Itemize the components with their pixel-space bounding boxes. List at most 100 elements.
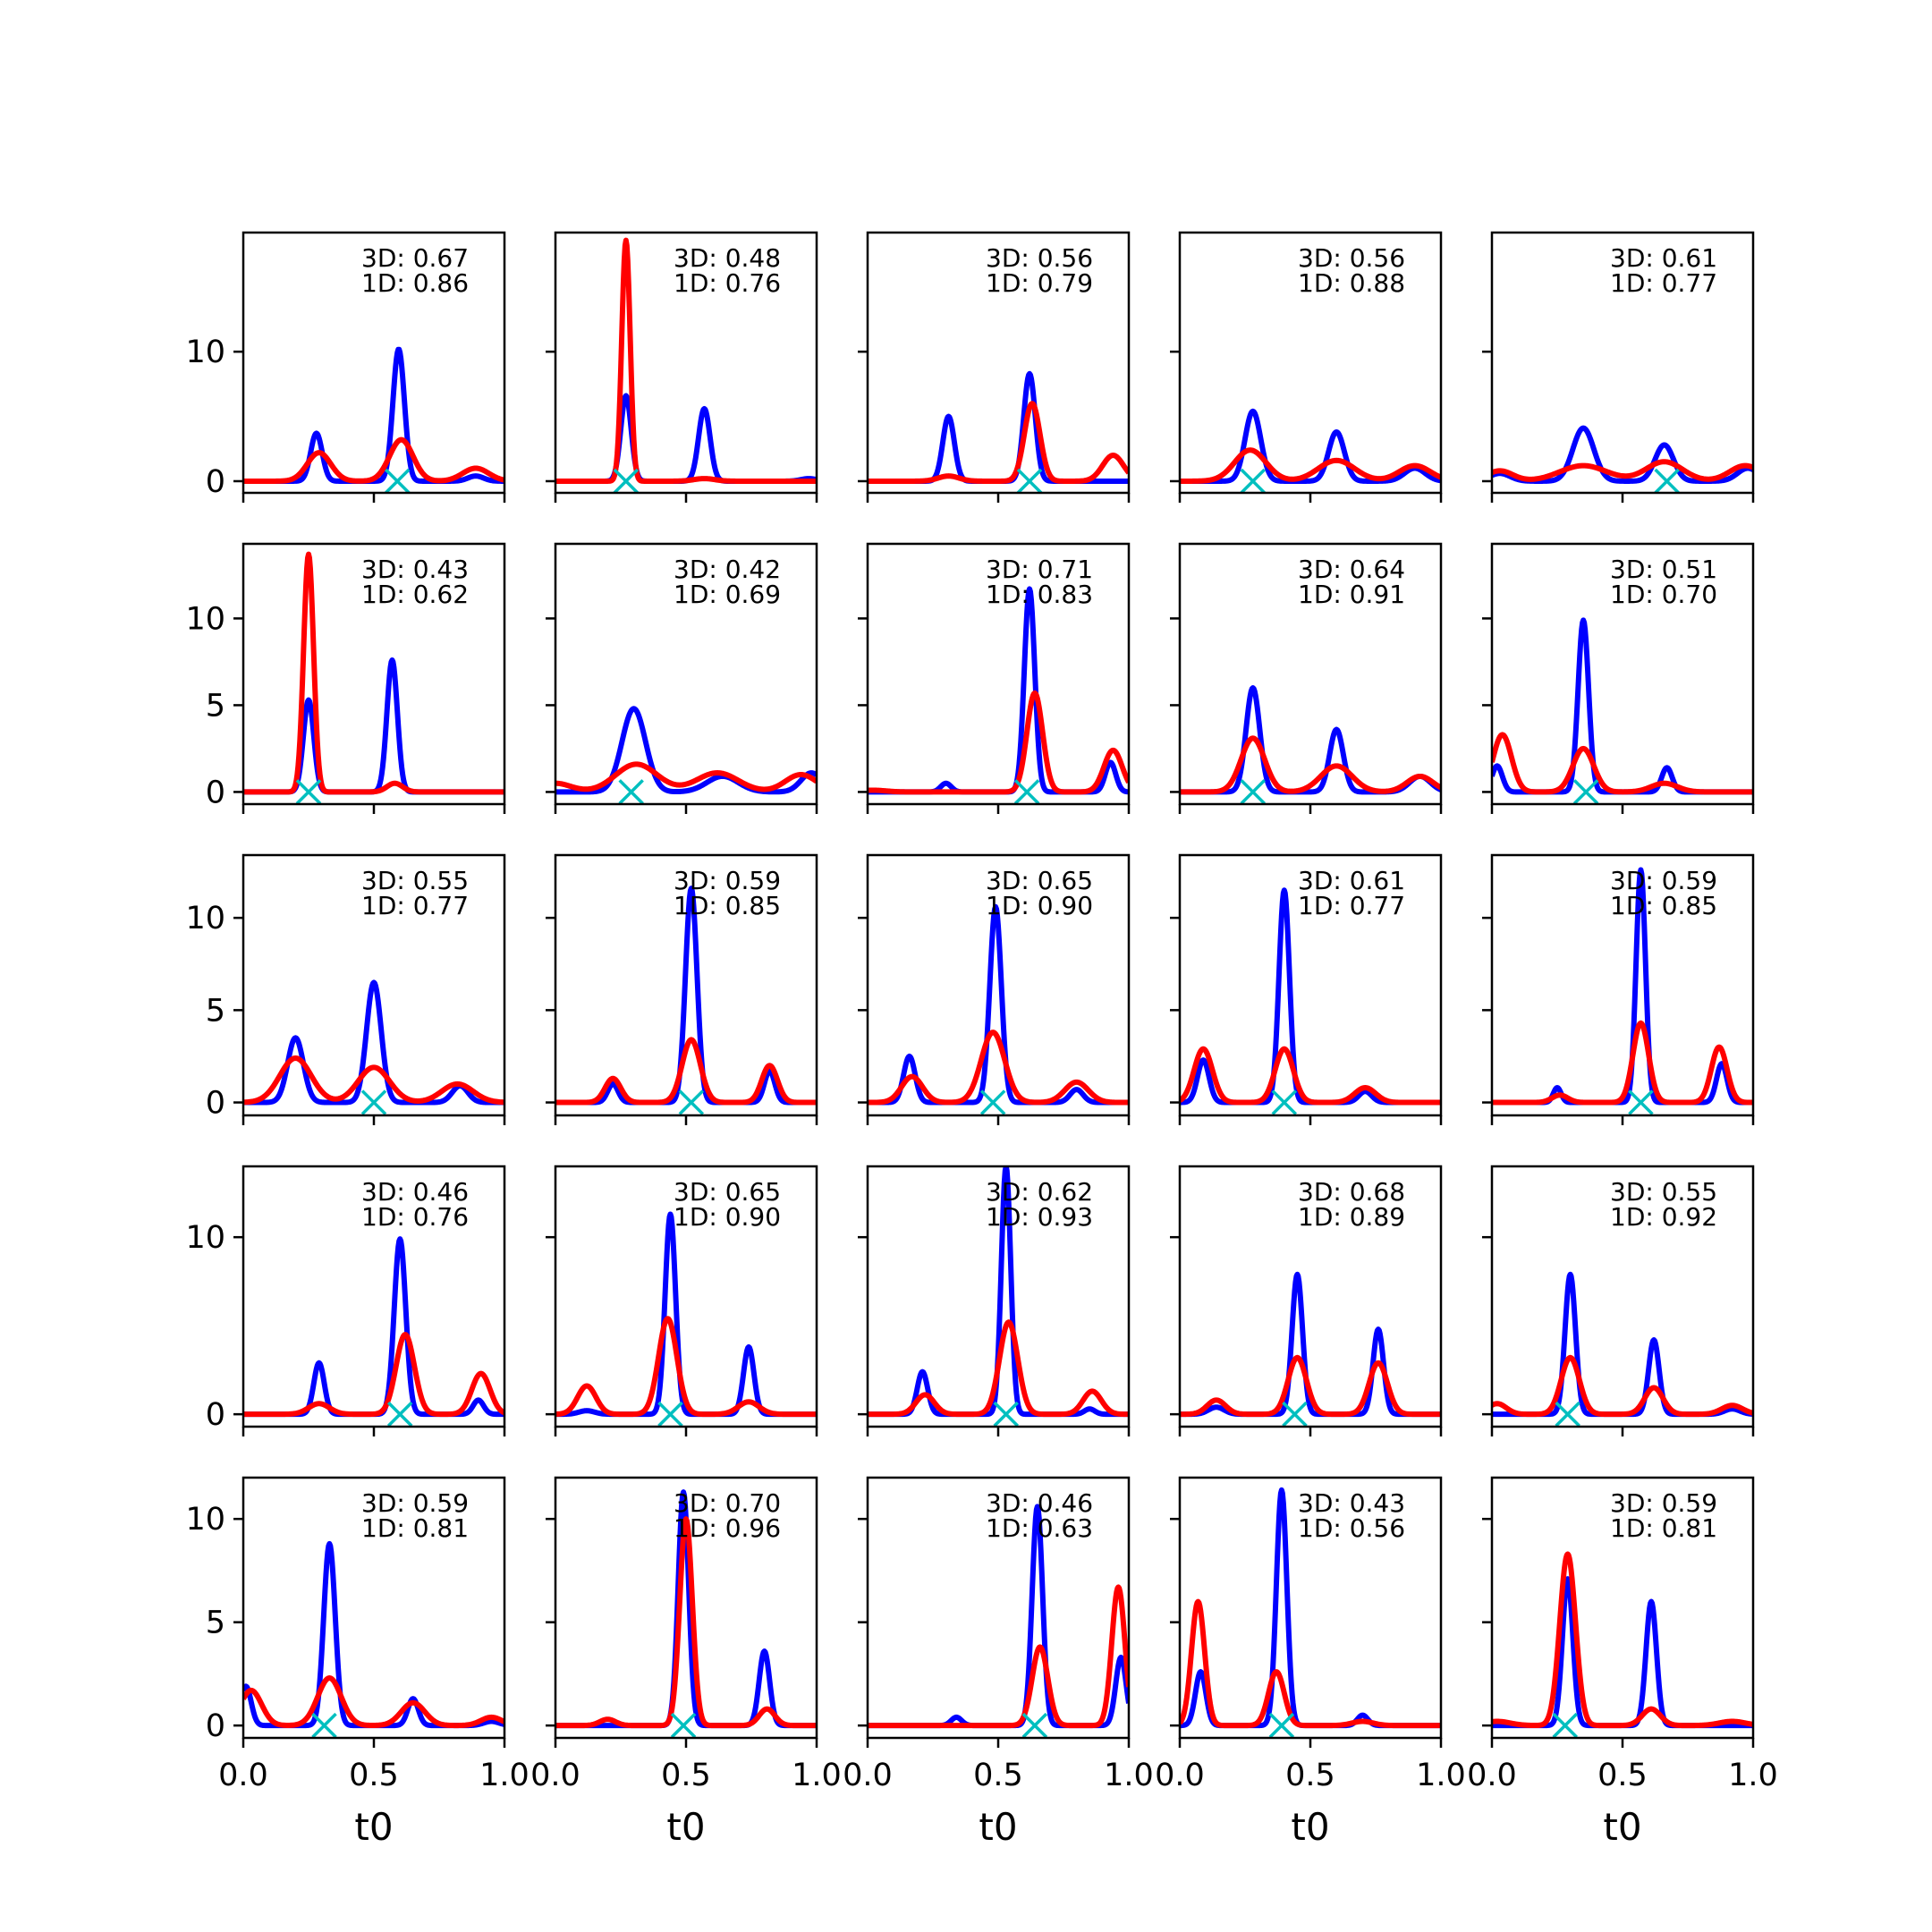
score-1d-label: 1D: 0.81 [361, 1513, 469, 1543]
x-marker [386, 1401, 413, 1427]
score-1d-label: 1D: 0.90 [986, 891, 1093, 920]
score-1d-label: 1D: 0.96 [674, 1513, 781, 1543]
red-series-line [1180, 447, 1441, 484]
red-series-line [1180, 735, 1441, 795]
x-tick-label: 0.5 [349, 1758, 399, 1793]
red-series-line [243, 436, 504, 484]
x-marker [1654, 468, 1680, 493]
x-marker [1016, 468, 1043, 493]
plot-area [1180, 685, 1441, 804]
plot-area [1492, 1551, 1753, 1738]
plot-area [868, 370, 1129, 493]
x-tick-label: 1.0 [479, 1758, 530, 1793]
score-3d-label: 3D: 0.55 [361, 866, 469, 895]
score-3d-label: 3D: 0.59 [361, 1488, 469, 1518]
plot-area [555, 886, 817, 1115]
red-series-line [1180, 1598, 1441, 1729]
x-marker [993, 1401, 1019, 1427]
x-marker [1271, 1089, 1298, 1115]
x-marker [678, 1089, 705, 1115]
x-marker [360, 1089, 387, 1115]
x-marker [1555, 1401, 1580, 1427]
blue-series-line [1180, 1271, 1441, 1418]
plot-area [868, 903, 1129, 1115]
score-3d-label: 3D: 0.62 [986, 1177, 1093, 1207]
x-tick-label: 1.0 [1104, 1758, 1154, 1793]
score-3d-label: 3D: 0.43 [361, 555, 469, 584]
score-3d-label: 3D: 0.55 [1610, 1177, 1717, 1207]
red-series-line [868, 1584, 1129, 1729]
score-1d-label: 1D: 0.77 [1298, 891, 1405, 920]
score-3d-label: 3D: 0.61 [1610, 243, 1717, 273]
score-1d-label: 1D: 0.69 [674, 580, 781, 609]
red-series-line [555, 1316, 817, 1418]
y-tick-label: 5 [206, 688, 225, 724]
score-1d-label: 1D: 0.85 [674, 891, 781, 920]
plot-area [1180, 408, 1441, 493]
score-1d-label: 1D: 0.83 [986, 580, 1093, 609]
score-3d-label: 3D: 0.65 [674, 1177, 781, 1207]
plot-area [1180, 887, 1441, 1115]
score-3d-label: 3D: 0.59 [1610, 1488, 1717, 1518]
x-marker [385, 468, 411, 493]
plot-area [243, 1236, 504, 1427]
score-1d-label: 1D: 0.92 [1610, 1202, 1717, 1232]
plot-area [1492, 867, 1753, 1115]
x-axis-label: t0 [1603, 1805, 1641, 1849]
y-tick-label: 10 [185, 335, 225, 370]
x-marker [1628, 1089, 1654, 1115]
blue-series-line [868, 903, 1129, 1106]
score-1d-label: 1D: 0.90 [674, 1202, 781, 1232]
red-series-line [868, 401, 1129, 484]
x-tick-label: 0.5 [1285, 1758, 1335, 1793]
x-tick-label: 1.0 [792, 1758, 842, 1793]
blue-series-line [555, 706, 817, 795]
x-axis-label: t0 [1291, 1805, 1329, 1849]
plot-area [1492, 1271, 1753, 1427]
red-series-line [555, 237, 817, 484]
x-tick-label: 0.0 [1155, 1758, 1205, 1793]
plot-area [1492, 425, 1753, 493]
red-series-line [555, 1516, 817, 1729]
score-3d-label: 3D: 0.56 [1298, 243, 1405, 273]
score-1d-label: 1D: 0.76 [361, 1202, 469, 1232]
x-marker [670, 1712, 697, 1738]
x-marker [618, 779, 644, 804]
y-tick-label: 5 [206, 993, 225, 1029]
plot-area [555, 706, 817, 804]
x-tick-label: 0.0 [530, 1758, 580, 1793]
plot-area [243, 551, 504, 804]
x-tick-label: 0.5 [973, 1758, 1023, 1793]
score-1d-label: 1D: 0.63 [986, 1513, 1093, 1543]
score-1d-label: 1D: 0.89 [1298, 1202, 1405, 1232]
score-3d-label: 3D: 0.46 [361, 1177, 469, 1207]
plot-area [555, 1489, 817, 1738]
red-series-line [243, 1675, 504, 1729]
plot-area [243, 346, 504, 493]
x-marker [613, 468, 640, 493]
x-tick-label: 0.0 [1467, 1758, 1517, 1793]
x-tick-label: 0.5 [1597, 1758, 1648, 1793]
score-1d-label: 1D: 0.76 [674, 268, 781, 298]
plot-area [868, 586, 1129, 804]
x-marker [979, 1089, 1006, 1115]
score-3d-label: 3D: 0.64 [1298, 555, 1405, 584]
red-series-line [555, 761, 817, 792]
x-axis-label: t0 [666, 1805, 705, 1849]
y-tick-label: 0 [206, 775, 225, 810]
score-3d-label: 3D: 0.68 [1298, 1177, 1405, 1207]
